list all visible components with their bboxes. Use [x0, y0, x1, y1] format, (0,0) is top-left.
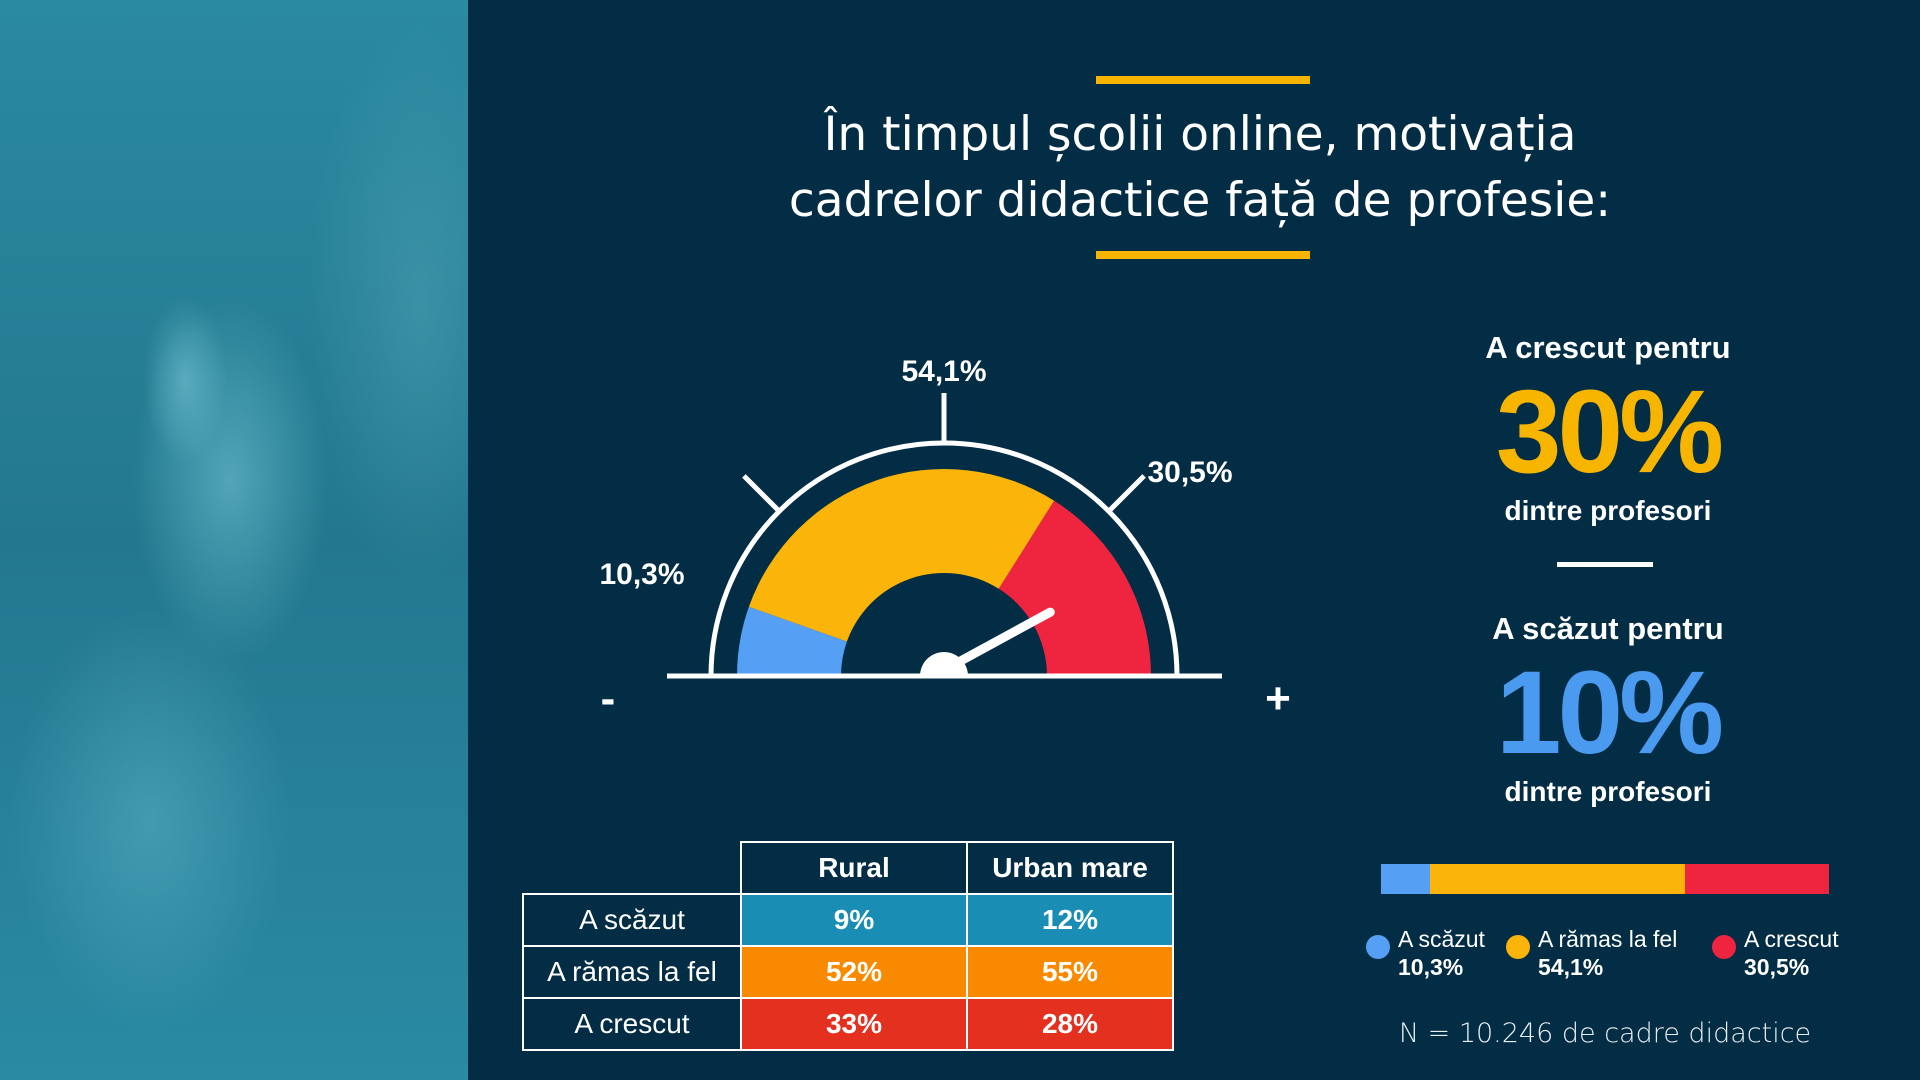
- title-top-rule: [1096, 76, 1310, 84]
- distribution-bar: [1381, 864, 1829, 894]
- legend-label: A scăzut: [1398, 926, 1485, 952]
- legend-value: 54,1%: [1538, 954, 1604, 980]
- gauge-segment-crescut: [998, 500, 1151, 676]
- gauge-plus-sign: +: [1265, 674, 1291, 723]
- decrease-value: 10%: [1495, 647, 1724, 779]
- legend-item-ramas: A rămas la fel 54,1%: [1506, 925, 1677, 981]
- row-label: A crescut: [522, 997, 742, 1051]
- cell-urban: 28%: [966, 997, 1174, 1051]
- title-bottom-rule: [1096, 251, 1310, 259]
- legend-value: 30,5%: [1744, 954, 1810, 980]
- gauge-tick-left: [742, 474, 782, 514]
- table-corner: [523, 842, 741, 895]
- rural-urban-table: Rural Urban mare A scăzut 9% 12% A rămas…: [522, 841, 1174, 1051]
- header-urban: Urban mare: [966, 841, 1174, 895]
- legend-dot-blue: [1366, 935, 1390, 959]
- cell-rural: 33%: [740, 997, 968, 1051]
- row-label: A rămas la fel: [522, 945, 742, 999]
- gauge-tick-right: [1106, 474, 1146, 514]
- cell-rural: 9%: [740, 893, 968, 947]
- table-header-row: Rural Urban mare: [523, 841, 1174, 895]
- legend-dot-yellow: [1506, 935, 1530, 959]
- legend-item-crescut: A crescut 30,5%: [1712, 925, 1839, 981]
- gauge-needle-hub: [920, 652, 968, 676]
- decrease-heading: A scăzut pentru: [1492, 611, 1724, 646]
- cell-urban: 55%: [966, 945, 1174, 999]
- increase-value: 30%: [1495, 366, 1724, 498]
- page-title: În timpul școlii online, motivația cadre…: [700, 102, 1700, 234]
- sample-size-note: N = 10.246 de cadre didactice: [1398, 1018, 1812, 1049]
- bar-segment-ramas: [1429, 864, 1685, 894]
- legend-item-scazut: A scăzut 10,3%: [1366, 925, 1485, 981]
- legend-label: A crescut: [1744, 926, 1839, 952]
- cell-urban: 12%: [966, 893, 1174, 947]
- gauge-label-crescut: 30,5%: [1147, 456, 1233, 489]
- bar-segment-crescut: [1685, 864, 1829, 894]
- title-line-2: cadrelor didactice față de profesie:: [788, 173, 1612, 228]
- gauge-label-ramas: 54,1%: [901, 355, 987, 388]
- table-row: A scăzut 9% 12%: [522, 893, 1174, 947]
- legend-value: 10,3%: [1398, 954, 1464, 980]
- cell-rural: 52%: [740, 945, 968, 999]
- legend-dot-red: [1712, 935, 1736, 959]
- table-row: A crescut 33% 28%: [522, 997, 1174, 1051]
- gauge-label-scazut: 10,3%: [599, 558, 685, 591]
- increase-heading: A crescut pentru: [1485, 330, 1731, 365]
- increase-subtext: dintre profesori: [1504, 495, 1712, 526]
- bar-segment-scazut: [1381, 864, 1430, 894]
- highlight-divider: [1557, 562, 1653, 567]
- header-rural: Rural: [740, 841, 968, 895]
- background-photo-thumbs-up: [0, 0, 468, 1080]
- legend-label: A rămas la fel: [1538, 926, 1678, 952]
- table-row: A rămas la fel 52% 55%: [522, 945, 1174, 999]
- gauge-segment-ramas: [748, 469, 1055, 642]
- title-line-1: În timpul școlii online, motivația: [823, 107, 1577, 162]
- decrease-subtext: dintre profesori: [1504, 776, 1712, 807]
- row-label: A scăzut: [522, 893, 742, 947]
- gauge-segment-scazut: [737, 606, 847, 676]
- gauge-minus-sign: -: [600, 674, 616, 723]
